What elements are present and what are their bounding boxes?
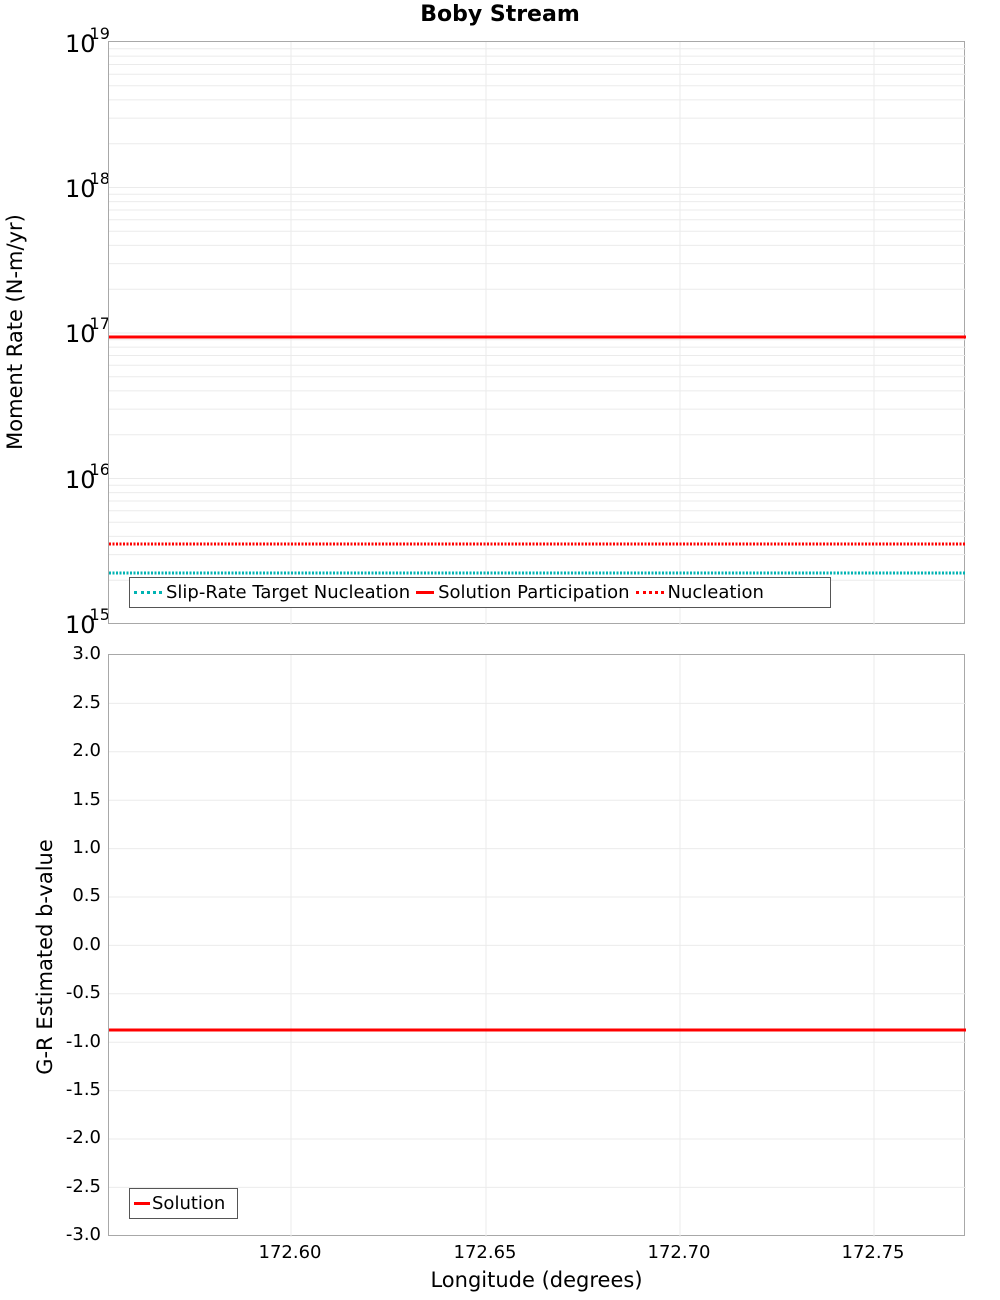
legend-item-nucleation: Nucleation — [635, 582, 764, 603]
y-tick: 0.0 — [72, 934, 101, 955]
y-tick-1e17: 1017 — [65, 314, 110, 348]
y-tick: 3.0 — [72, 643, 101, 664]
x-tick: 172.60 — [258, 1242, 322, 1263]
y-tick: -1.5 — [65, 1079, 101, 1100]
y-tick: -2.0 — [65, 1127, 101, 1148]
y-tick-1e19: 1019 — [65, 24, 110, 58]
solid-red-swatch-icon — [134, 1202, 150, 1205]
dotted-cyan-swatch-icon — [134, 591, 162, 594]
y-tick-1e15: 1015 — [65, 605, 110, 639]
y-tick: 2.5 — [72, 692, 101, 713]
y-tick: 2.0 — [72, 740, 101, 761]
y-tick: 1.0 — [72, 837, 101, 858]
legend-item-slip-rate-target: Slip-Rate Target Nucleation — [134, 582, 410, 603]
legend-item-solution-participation: Solution Participation — [416, 582, 630, 603]
b-value-plot-area — [109, 655, 966, 1237]
y-tick: -0.5 — [65, 982, 101, 1003]
vertical-gridlines — [290, 655, 875, 1237]
y-tick: 0.5 — [72, 885, 101, 906]
y-tick-1e18: 1018 — [65, 169, 110, 203]
y-tick: -3.0 — [65, 1224, 101, 1245]
top-legend: Slip-Rate Target Nucleation Solution Par… — [129, 577, 831, 608]
moment-rate-plot-area — [109, 42, 966, 625]
y-tick-1e16: 1016 — [65, 460, 110, 494]
x-tick: 172.65 — [453, 1242, 517, 1263]
y-tick: 1.5 — [72, 789, 101, 810]
top-y-axis-label: Moment Rate (N-m/yr) — [3, 214, 27, 450]
dotted-red-swatch-icon — [635, 591, 664, 594]
x-axis-label: Longitude (degrees) — [430, 1268, 643, 1292]
chart-title: Boby Stream — [420, 2, 580, 27]
bottom-legend: Solution — [129, 1188, 238, 1219]
b-value-plot — [108, 654, 966, 1237]
legend-item-solution: Solution — [134, 1193, 225, 1214]
y-tick: -2.5 — [65, 1176, 101, 1197]
minor-gridlines — [109, 48, 966, 581]
y-tick: -1.0 — [65, 1031, 101, 1052]
vertical-gridlines — [290, 42, 875, 625]
solid-red-swatch-icon — [416, 591, 435, 594]
moment-rate-plot — [108, 41, 966, 625]
x-tick: 172.75 — [841, 1242, 905, 1263]
x-tick: 172.70 — [647, 1242, 711, 1263]
horizontal-gridlines — [109, 702, 966, 1188]
